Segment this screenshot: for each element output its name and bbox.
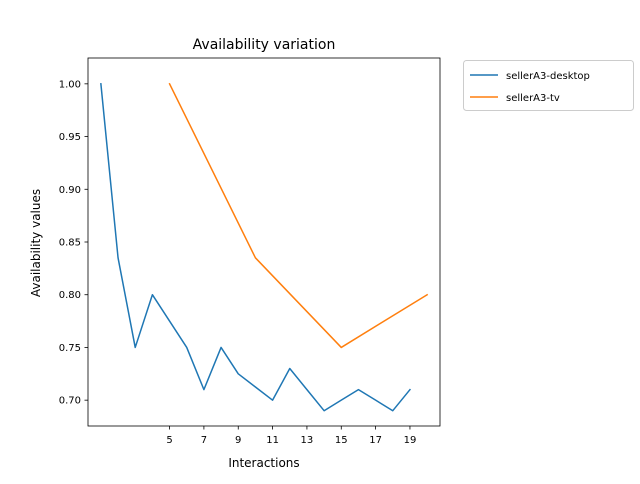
y-tick-label: 0.70 [59, 396, 81, 407]
y-axis-label: Availability values [29, 189, 43, 297]
y-tick-label: 0.80 [59, 290, 81, 301]
series-layer [100, 82, 429, 412]
legend: sellerA3-desktop sellerA3-tv [463, 60, 634, 111]
y-tick-label: 0.95 [59, 132, 81, 143]
y-tick-label: 0.85 [59, 238, 81, 249]
x-tick-label: 5 [166, 435, 172, 446]
legend-box [463, 60, 634, 111]
x-tick-label: 13 [301, 435, 314, 446]
x-tick-label: 19 [404, 435, 417, 446]
x-axis-label: Interactions [228, 456, 299, 470]
legend-label-1: sellerA3-desktop [506, 71, 590, 82]
x-tick-label: 9 [235, 435, 241, 446]
y-tick-label: 0.90 [59, 185, 81, 196]
y-tick-label: 1.00 [59, 79, 81, 90]
series-line-1 [100, 83, 412, 412]
x-tick-label: 17 [369, 435, 382, 446]
axes-layer: 5 7 9 11 13 15 17 19 0.70 0.75 0.80 0.85 0.90 0.95 1.0… [59, 57, 441, 446]
series-line-2 [168, 82, 429, 349]
y-tick-label: 0.75 [59, 343, 81, 354]
x-tick-label: 11 [266, 435, 279, 446]
x-tick-label: 15 [335, 435, 348, 446]
legend-label-2: sellerA3-tv [506, 93, 560, 104]
x-tick-label: 7 [201, 435, 207, 446]
chart-title: Availability variation [193, 37, 336, 53]
